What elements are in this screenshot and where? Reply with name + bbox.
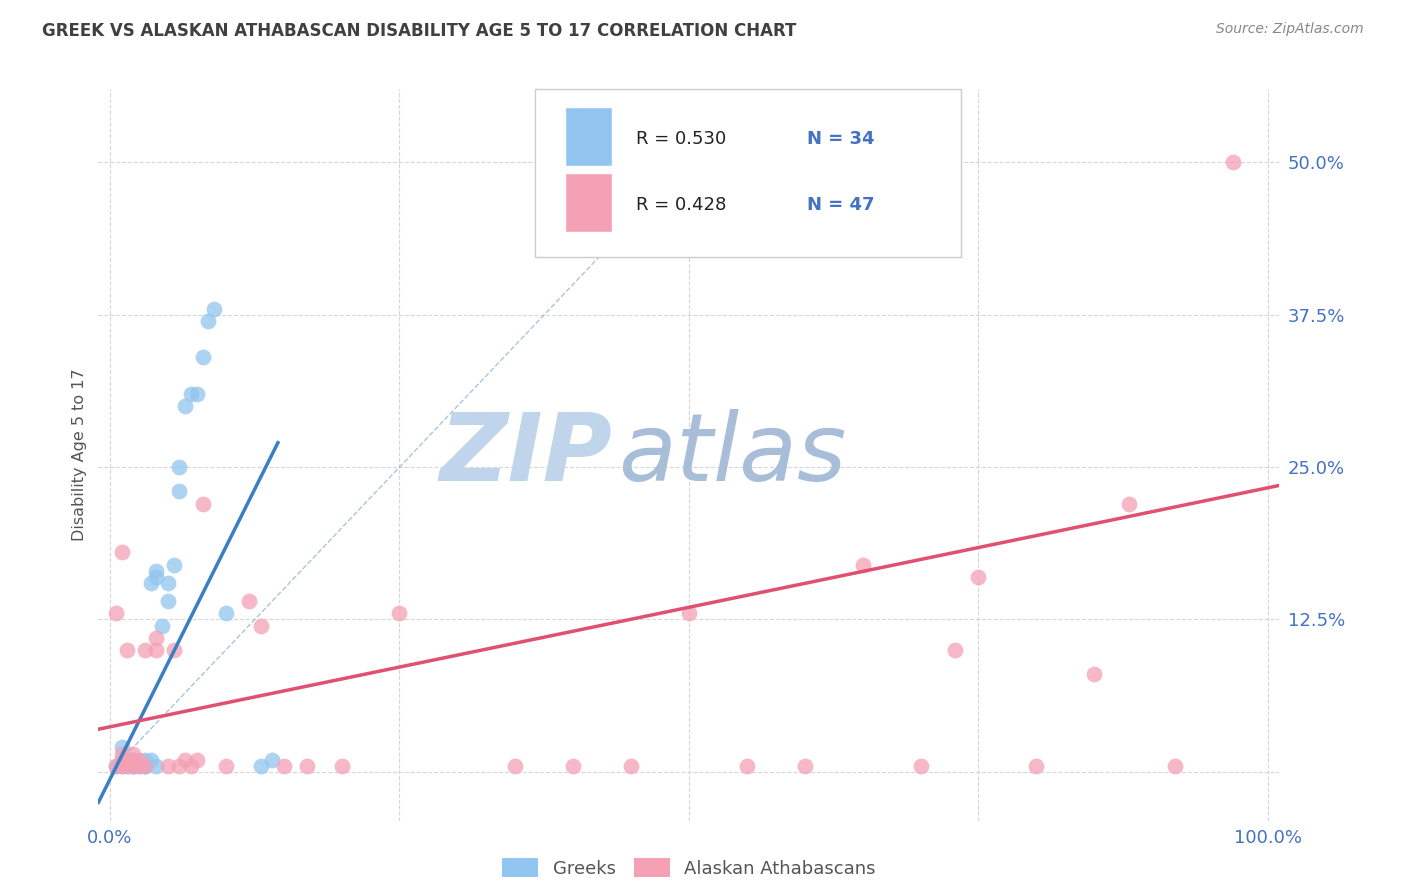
Point — [295, 758, 318, 772]
Point — [503, 758, 526, 772]
Text: atlas: atlas — [619, 409, 846, 500]
Point — [134, 643, 156, 657]
Point — [249, 758, 271, 772]
Point — [180, 387, 202, 401]
Point — [191, 497, 214, 511]
Point — [117, 758, 139, 772]
Point — [943, 643, 966, 657]
Point — [180, 758, 202, 772]
Point — [122, 753, 145, 767]
Point — [156, 576, 179, 591]
Point — [330, 758, 353, 772]
Point — [128, 758, 150, 772]
Point — [186, 753, 208, 767]
Point — [145, 643, 167, 657]
Point — [122, 758, 145, 772]
Text: Source: ZipAtlas.com: Source: ZipAtlas.com — [1216, 22, 1364, 37]
Point — [110, 740, 132, 755]
Point — [388, 607, 411, 621]
Point — [1222, 155, 1244, 169]
Point — [139, 753, 162, 767]
Point — [110, 747, 132, 761]
Point — [117, 753, 139, 767]
Point — [1025, 758, 1047, 772]
Point — [186, 387, 208, 401]
Point — [215, 758, 238, 772]
Point — [169, 460, 191, 475]
Point — [1118, 497, 1140, 511]
Point — [910, 758, 932, 772]
Point — [150, 618, 173, 632]
Text: GREEK VS ALASKAN ATHABASCAN DISABILITY AGE 5 TO 17 CORRELATION CHART: GREEK VS ALASKAN ATHABASCAN DISABILITY A… — [42, 22, 797, 40]
Text: R = 0.428: R = 0.428 — [636, 195, 725, 214]
Point — [215, 607, 238, 621]
Point — [134, 758, 156, 772]
Point — [145, 570, 167, 584]
Point — [139, 576, 162, 591]
Point — [678, 607, 700, 621]
FancyBboxPatch shape — [565, 173, 612, 232]
Point — [197, 314, 219, 328]
Point — [134, 753, 156, 767]
Point — [128, 758, 150, 772]
Point — [1164, 758, 1187, 772]
Point — [122, 747, 145, 761]
Point — [793, 758, 815, 772]
Point — [145, 758, 167, 772]
Point — [122, 758, 145, 772]
Point — [238, 594, 260, 608]
Point — [117, 753, 139, 767]
Point — [852, 558, 875, 572]
Point — [156, 594, 179, 608]
Point — [122, 758, 145, 772]
Point — [620, 758, 643, 772]
Y-axis label: Disability Age 5 to 17: Disability Age 5 to 17 — [72, 368, 87, 541]
Point — [110, 753, 132, 767]
Point — [110, 758, 132, 772]
Point — [110, 545, 132, 559]
Point — [117, 758, 139, 772]
Point — [262, 753, 284, 767]
Point — [191, 351, 214, 365]
Point — [117, 643, 139, 657]
Point — [122, 753, 145, 767]
Point — [128, 753, 150, 767]
Point — [169, 758, 191, 772]
Point — [163, 643, 186, 657]
Point — [145, 564, 167, 578]
Legend: Greeks, Alaskan Athabascans: Greeks, Alaskan Athabascans — [495, 851, 883, 885]
Point — [562, 758, 585, 772]
Point — [110, 753, 132, 767]
Point — [735, 758, 758, 772]
Point — [1083, 667, 1105, 681]
Point — [104, 758, 127, 772]
Text: ZIP: ZIP — [439, 409, 612, 501]
Point — [134, 758, 156, 772]
Point — [134, 758, 156, 772]
Point — [104, 607, 127, 621]
Point — [145, 631, 167, 645]
Point — [104, 758, 127, 772]
FancyBboxPatch shape — [536, 89, 960, 258]
Point — [174, 399, 197, 413]
Point — [249, 618, 271, 632]
Text: R = 0.530: R = 0.530 — [636, 130, 725, 148]
Point — [156, 758, 179, 772]
Point — [273, 758, 295, 772]
Text: N = 34: N = 34 — [807, 130, 875, 148]
Point — [122, 753, 145, 767]
Text: N = 47: N = 47 — [807, 195, 875, 214]
Point — [169, 484, 191, 499]
Point — [967, 570, 990, 584]
Point — [174, 753, 197, 767]
Point — [110, 758, 132, 772]
Point — [202, 301, 225, 316]
Point — [163, 558, 186, 572]
FancyBboxPatch shape — [565, 108, 612, 166]
